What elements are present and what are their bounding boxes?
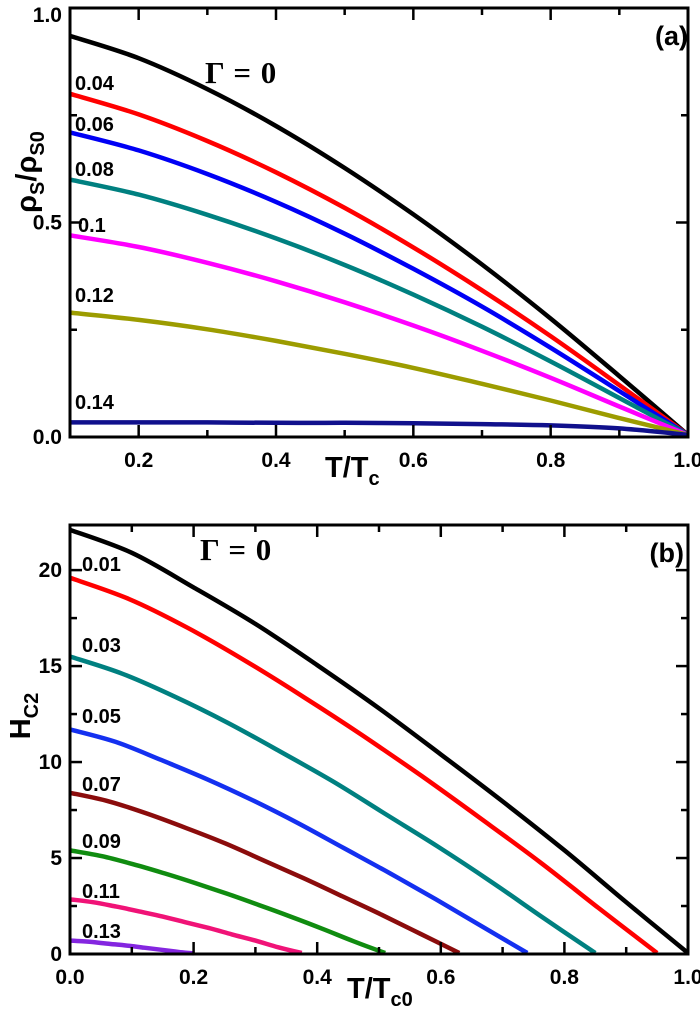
curve-gamma-0.04 — [70, 91, 690, 437]
curve-gamma-0 — [70, 527, 690, 955]
y-tick-label-0: 0 — [50, 943, 62, 966]
curve-gamma-0.13 — [70, 938, 194, 956]
y-tick-label-10: 10 — [39, 751, 62, 774]
curve-gamma-0.06 — [70, 130, 690, 437]
x-tick-label-0.6: 0.6 — [399, 449, 428, 472]
curve-label-0.05: 0.05 — [82, 706, 121, 728]
curve-label-0.08: 0.08 — [75, 159, 114, 181]
curve-gamma-0 — [70, 33, 690, 437]
panel-tag-b: (b) — [650, 538, 684, 568]
curve-label-0.13: 0.13 — [82, 921, 121, 943]
curve-gamma-0.1 — [70, 233, 689, 437]
x-tick-label-1.0: 1.0 — [673, 449, 700, 472]
curve-label-0.07: 0.07 — [82, 774, 121, 796]
curve-label-0.06: 0.06 — [75, 114, 114, 136]
y-tick-label-0.0: 0.0 — [33, 426, 62, 449]
panel-frame-b — [68, 523, 690, 956]
x-tick-label-0.2: 0.2 — [124, 449, 153, 472]
x-tick-label-0.4: 0.4 — [261, 449, 291, 472]
curve-label-0.03: 0.03 — [82, 635, 121, 657]
y-tick-label-15: 15 — [39, 655, 63, 678]
y-axis-label-a: ρS/ρS0 — [11, 131, 49, 213]
y-tick-label-1.0: 1.0 — [33, 4, 62, 27]
curve-gamma-0.08 — [70, 177, 690, 437]
curve-gamma-0.05 — [70, 727, 529, 955]
curve-gamma-0.12 — [70, 310, 689, 438]
curve-label-0.09: 0.09 — [82, 831, 121, 853]
curve-label-0.1: 0.1 — [78, 215, 106, 237]
panel-a: 0.2 0.4 0.6 0.8 1.0 0.0 0.5 1.0 T/Tc ρS/ρS0 0.04 0.… — [11, 4, 700, 490]
curve-label-0.01: 0.01 — [82, 554, 121, 576]
curve-gamma-0.07 — [70, 790, 461, 956]
panel-tag-a: (a) — [655, 21, 688, 51]
gamma-annotation-a: Γ = 0 — [205, 55, 277, 90]
x-tick-label-0.2: 0.2 — [179, 966, 208, 989]
x-tick-label-0.8: 0.8 — [550, 966, 580, 989]
curve-gamma-0.03 — [70, 654, 597, 955]
x-axis-label-a: T/Tc — [325, 452, 380, 490]
panel-b: 0.0 0.2 0.4 0.6 0.8 1.0 0 5 10 15 20 T/Tc0 HC2 0.01 0.… — [5, 523, 700, 1011]
curve-gamma-0.11 — [70, 897, 303, 956]
curve-label-0.11: 0.11 — [82, 881, 120, 903]
y-tick-label-20: 20 — [39, 559, 62, 582]
curve-label-0.12: 0.12 — [75, 285, 114, 307]
y-tick-label-5: 5 — [50, 847, 62, 870]
curve-label-0.04: 0.04 — [75, 73, 115, 95]
gamma-annotation-b: Γ = 0 — [200, 532, 272, 567]
x-tick-label-0.8: 0.8 — [536, 449, 566, 472]
x-tick-label-0.6: 0.6 — [426, 966, 455, 989]
curves-b — [70, 527, 690, 956]
x-tick-label-1.0: 1.0 — [673, 966, 700, 989]
y-axis-label-b: HC2 — [5, 693, 43, 740]
y-tick-label-0.5: 0.5 — [33, 212, 63, 235]
curve-gamma-0.09 — [70, 848, 386, 956]
x-axis-label-b: T/Tc0 — [347, 973, 413, 1011]
panel-frame-a — [68, 6, 690, 439]
x-tick-label-0.4: 0.4 — [303, 966, 333, 989]
curve-label-0.14: 0.14 — [75, 392, 115, 414]
curves-a — [70, 33, 690, 438]
curve-gamma-0.14 — [70, 420, 689, 438]
x-tick-label-0.0: 0.0 — [55, 966, 84, 989]
curve-gamma-0.01 — [70, 575, 659, 955]
